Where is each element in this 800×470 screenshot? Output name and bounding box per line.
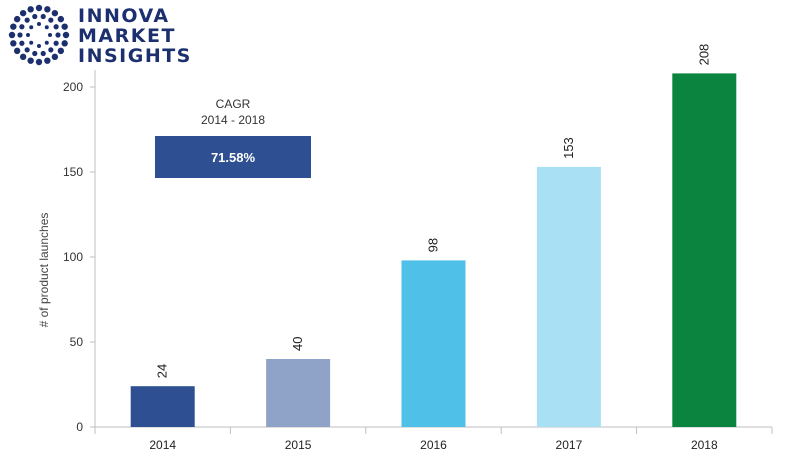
data-label: 24 [155, 364, 170, 378]
cagr-period: 2014 - 2018 [201, 113, 265, 127]
logo-dot [19, 53, 27, 61]
logo-dot [13, 47, 21, 55]
logo-dot [35, 4, 43, 12]
y-tick-label: 50 [70, 335, 84, 349]
data-label: 40 [290, 337, 305, 351]
x-tick-label: 2018 [691, 438, 718, 452]
logo-dot [62, 31, 70, 39]
logo-dot [48, 17, 54, 23]
labels: 0 50 100 150 200 2014 24 2015 40 2016 98 2017 153 201… [63, 44, 718, 452]
y-tick-label: 200 [63, 80, 83, 94]
logo-dot [37, 44, 41, 48]
y-axis-label: # of product launches [37, 213, 51, 328]
cagr-value: 71.58% [211, 150, 256, 165]
logo-dot [27, 6, 34, 13]
bars [130, 73, 737, 428]
logo-line-2: MARKET [78, 25, 176, 47]
logo-dot [32, 50, 38, 57]
logo-dot [24, 47, 30, 53]
logo-dot [29, 25, 34, 30]
logo-dot [8, 31, 16, 39]
logo-dot [40, 13, 46, 20]
logo-dot [29, 40, 34, 45]
logo-dot [57, 15, 65, 23]
bar-2017 [536, 166, 601, 427]
logo-dot [10, 40, 17, 47]
y-tick-label: 150 [63, 165, 83, 179]
logo-dot [55, 32, 61, 38]
logo-dot [48, 33, 52, 37]
cagr-box: CAGR 2014 - 2018 71.58% [155, 97, 311, 178]
logo-dot [61, 23, 68, 30]
data-label: 208 [696, 44, 711, 66]
logo-dot [32, 13, 38, 20]
x-tick-label: 2015 [285, 438, 312, 452]
bar-2014 [130, 386, 195, 427]
cagr-label: CAGR [216, 97, 251, 111]
x-tick-label: 2017 [556, 438, 583, 452]
logo-dot [26, 33, 30, 37]
y-tick-label: 0 [76, 420, 83, 434]
logo-dots-icon [8, 4, 70, 66]
logo-dot [10, 23, 17, 30]
logo-dot [40, 50, 46, 57]
data-label: 98 [426, 238, 441, 252]
logo-dot [35, 58, 43, 66]
logo-dot [44, 40, 49, 45]
bar-2018 [672, 73, 737, 428]
logo-dot [44, 57, 51, 64]
logo-dot [61, 40, 68, 47]
logo-dot [19, 24, 25, 30]
x-tick-label: 2016 [420, 438, 447, 452]
logo-dot [27, 57, 34, 64]
logo-dot [19, 9, 27, 17]
logo-dot [24, 17, 30, 23]
logo-dot [57, 47, 65, 55]
logo-dot [51, 53, 59, 61]
y-tick-label: 100 [63, 250, 83, 264]
x-tick-label: 2014 [149, 438, 176, 452]
logo-wordmark: INNOVA MARKET INSIGHTS [78, 6, 192, 66]
logo-dot [53, 40, 59, 46]
logo-dot [37, 22, 41, 26]
innova-logo: INNOVA MARKET INSIGHTS [8, 4, 208, 72]
logo-dot [51, 9, 59, 17]
logo-dot [13, 15, 21, 23]
logo-line-1: INNOVA [78, 5, 170, 27]
logo-dot [19, 40, 25, 46]
logo-dot [44, 6, 51, 13]
cagr-value-box [155, 136, 311, 178]
bar-2016 [401, 260, 466, 427]
logo-dot [53, 24, 59, 30]
logo-dot [17, 32, 23, 38]
data-label: 153 [561, 137, 576, 159]
logo-dot [48, 47, 54, 53]
logo-dot [44, 25, 49, 30]
logo-line-3: INSIGHTS [78, 45, 192, 67]
bar-2015 [266, 359, 331, 427]
